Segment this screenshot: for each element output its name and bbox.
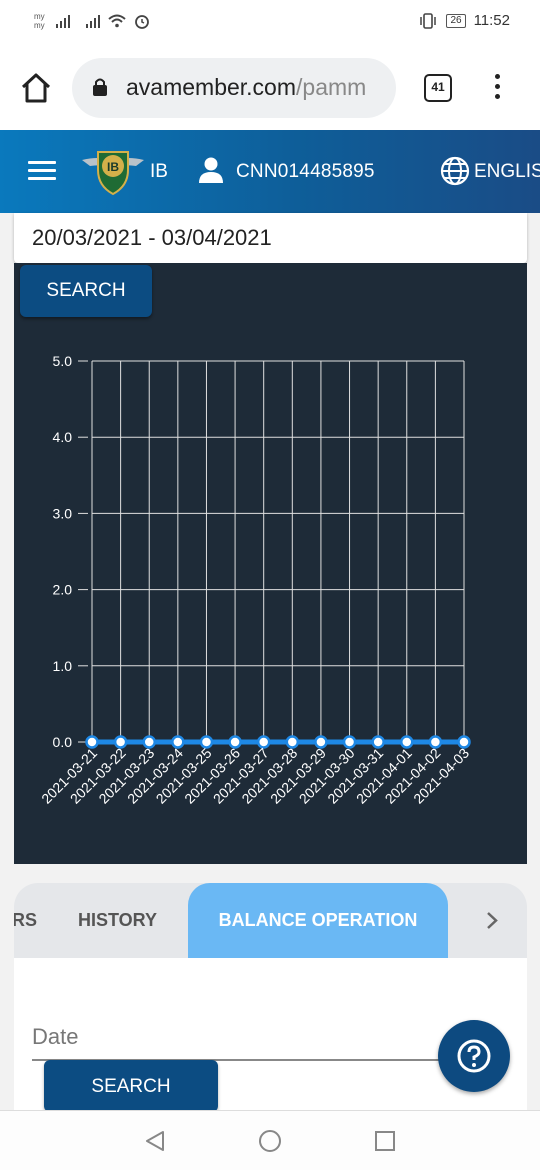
back-icon[interactable] — [143, 1129, 167, 1153]
chevron-right-icon[interactable] — [480, 883, 504, 958]
chart-panel — [14, 263, 527, 864]
browser-menu-icon[interactable] — [490, 74, 504, 104]
signal-icon-2 — [86, 14, 100, 28]
system-nav-bar — [0, 1110, 540, 1170]
data-point — [428, 735, 443, 749]
clock: 11:52 — [473, 12, 510, 29]
data-point — [285, 735, 300, 749]
y-tick-label: 1.0 — [53, 658, 73, 674]
svg-text:IB: IB — [107, 160, 119, 174]
url-text: avamember.com/pamm — [126, 74, 367, 100]
battery-indicator: 26 — [446, 13, 466, 28]
search-button[interactable]: SEARCH — [20, 265, 152, 317]
search-button-secondary[interactable]: SEARCH — [44, 1060, 218, 1112]
data-point — [142, 735, 156, 749]
data-point — [85, 735, 99, 749]
y-tick-label: 2.0 — [53, 582, 73, 598]
date-range-field[interactable]: 20/03/2021 - 03/04/2021 — [14, 213, 527, 263]
wifi-icon — [108, 14, 126, 28]
help-button[interactable] — [438, 1020, 510, 1092]
y-tick-label: 5.0 — [53, 353, 73, 369]
data-point — [314, 735, 328, 749]
signal-icon — [56, 14, 70, 28]
date-input-label[interactable]: Date — [32, 1024, 79, 1049]
balance-chart: 5.04.03.02.01.00.02021-03-212021-03-2220… — [38, 353, 472, 807]
data-point — [400, 735, 414, 749]
account-id[interactable]: CNN014485895 — [236, 161, 375, 182]
home-nav-icon[interactable] — [258, 1129, 282, 1153]
lock-icon — [93, 78, 107, 96]
address-bar[interactable]: avamember.com/pamm — [72, 58, 396, 118]
tabs-bar: RS HISTORY BALANCE OPERATION — [14, 883, 527, 958]
tab-history[interactable]: HISTORY — [78, 910, 158, 930]
data-point — [457, 735, 471, 749]
y-tick-label: 3.0 — [53, 505, 73, 521]
tab-partial[interactable]: RS — [14, 910, 38, 930]
ib-label: IB — [150, 161, 168, 182]
data-point — [371, 735, 385, 749]
carrier-label: my my — [34, 12, 45, 30]
data-point — [113, 735, 128, 749]
tab-balance-operation[interactable]: BALANCE OPERATION — [188, 883, 448, 958]
vibrate-icon — [420, 12, 437, 29]
globe-icon — [440, 156, 470, 186]
user-icon — [199, 157, 223, 183]
menu-icon[interactable] — [28, 161, 56, 181]
home-icon[interactable] — [18, 70, 54, 106]
data-point — [342, 735, 357, 749]
y-tick-label: 0.0 — [53, 734, 73, 750]
y-tick-label: 4.0 — [53, 429, 73, 445]
data-point — [256, 735, 271, 749]
status-bar: my my 26 11:52 — [0, 0, 540, 44]
app-header: IB IB CNN014485895 ENGLISH — [0, 130, 540, 213]
browser-toolbar: avamember.com/pamm 41 — [0, 44, 540, 130]
data-point — [199, 735, 214, 749]
ib-logo[interactable]: IB — [80, 146, 146, 196]
date-range-value: 20/03/2021 - 03/04/2021 — [32, 225, 272, 250]
date-input-underline — [32, 1059, 452, 1061]
language-selector[interactable]: ENGLISH — [474, 161, 540, 182]
help-icon — [457, 1039, 491, 1073]
alarm-icon — [135, 15, 149, 29]
data-point — [171, 735, 185, 749]
tab-switcher-button[interactable]: 41 — [424, 74, 452, 102]
data-point — [228, 735, 242, 749]
recents-icon[interactable] — [373, 1129, 397, 1153]
